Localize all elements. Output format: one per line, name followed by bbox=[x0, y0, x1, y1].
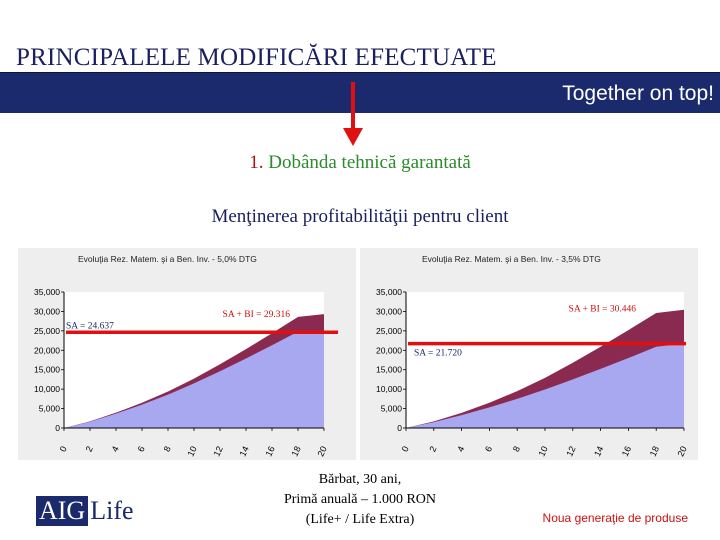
section-heading-text: Dobânda tehnică garantată bbox=[268, 152, 471, 173]
x-tick-label: 0 bbox=[400, 445, 411, 454]
chart-left: Evoluţia Rez. Matem. şi a Ben. Inv. - 5,… bbox=[34, 254, 338, 458]
x-tick-label: 0 bbox=[58, 445, 69, 454]
chart-panel-left: Evoluţia Rez. Matem. şi a Ben. Inv. - 5,… bbox=[18, 248, 356, 460]
y-tick-label: 15,000 bbox=[34, 365, 60, 375]
annotation-sa: SA = 21.720 bbox=[414, 349, 462, 359]
x-tick-label: 16 bbox=[264, 445, 277, 458]
x-tick-label: 14 bbox=[238, 445, 251, 458]
y-tick-label: 0 bbox=[55, 423, 60, 433]
x-tick-label: 10 bbox=[186, 445, 199, 458]
scenario-line-1: Bărbat, 30 ani, bbox=[318, 472, 402, 487]
x-tick-label: 12 bbox=[212, 445, 225, 458]
x-tick-label: 6 bbox=[483, 445, 494, 454]
y-tick-label: 20,000 bbox=[34, 345, 60, 355]
down-arrow-icon bbox=[343, 82, 363, 146]
y-tick-label: 25,000 bbox=[376, 326, 402, 336]
y-tick-label: 5,000 bbox=[381, 404, 403, 414]
y-tick-label: 35,000 bbox=[34, 287, 60, 297]
scenario-description: Bărbat, 30 ani, Primă anuală – 1.000 RON… bbox=[220, 470, 500, 530]
tagline: Together on top! bbox=[562, 82, 714, 105]
x-tick-label: 18 bbox=[290, 445, 303, 458]
y-tick-label: 5,000 bbox=[39, 404, 61, 414]
logo-life: Life bbox=[90, 496, 134, 525]
chart-title: Evoluţia Rez. Matem. şi a Ben. Inv. - 3,… bbox=[422, 254, 601, 264]
logo-aig: AIG bbox=[36, 496, 89, 526]
x-tick-label: 2 bbox=[427, 445, 438, 454]
x-tick-label: 12 bbox=[564, 445, 577, 458]
y-tick-label: 10,000 bbox=[376, 384, 402, 394]
x-tick-label: 6 bbox=[136, 445, 147, 454]
x-tick-label: 4 bbox=[110, 445, 121, 454]
y-tick-label: 0 bbox=[397, 423, 402, 433]
x-tick-label: 20 bbox=[316, 445, 329, 458]
y-tick-label: 10,000 bbox=[34, 384, 60, 394]
section-heading: 1. Dobânda tehnică garantată bbox=[0, 152, 720, 174]
x-tick-label: 8 bbox=[511, 445, 522, 454]
aig-life-logo: AIG Life bbox=[36, 496, 134, 530]
chart-panel-right: Evoluţia Rez. Matem. şi a Ben. Inv. - 3,… bbox=[360, 248, 698, 460]
scenario-line-2: Primă anuală – 1.000 RON bbox=[283, 492, 437, 507]
x-tick-label: 4 bbox=[455, 445, 466, 454]
x-tick-label: 14 bbox=[592, 445, 605, 458]
x-tick-label: 8 bbox=[162, 445, 173, 454]
x-tick-label: 10 bbox=[537, 445, 550, 458]
x-tick-label: 2 bbox=[84, 445, 95, 454]
y-tick-label: 35,000 bbox=[376, 287, 402, 297]
annotation-sa: SA = 24.637 bbox=[66, 321, 114, 331]
annotation-sa-bi: SA + BI = 30.446 bbox=[569, 305, 637, 315]
scenario-line-3: (Life+ / Life Extra) bbox=[305, 512, 415, 527]
series-area-sa bbox=[64, 331, 324, 428]
page-title: PRINCIPALELE MODIFICĂRI EFECTUATE bbox=[16, 44, 497, 71]
y-tick-label: 20,000 bbox=[376, 345, 402, 355]
x-tick-label: 16 bbox=[620, 445, 633, 458]
header-band bbox=[0, 73, 720, 113]
chart-right: Evoluţia Rez. Matem. şi a Ben. Inv. - 3,… bbox=[376, 254, 689, 458]
new-generation-tagline: Noua generaţie de produse bbox=[542, 511, 688, 525]
chart-title: Evoluţia Rez. Matem. şi a Ben. Inv. - 5,… bbox=[78, 254, 257, 264]
section-subheading: Menţinerea profitabilităţii pentru clien… bbox=[211, 206, 509, 227]
y-tick-label: 30,000 bbox=[376, 306, 402, 316]
y-tick-label: 30,000 bbox=[34, 306, 60, 316]
x-tick-label: 18 bbox=[648, 445, 661, 458]
section-number: 1. bbox=[249, 152, 264, 173]
y-tick-label: 25,000 bbox=[34, 326, 60, 336]
series-area-sa bbox=[406, 343, 684, 428]
annotation-sa-bi: SA + BI = 29.316 bbox=[223, 310, 291, 320]
y-tick-label: 15,000 bbox=[376, 365, 402, 375]
x-tick-label: 20 bbox=[676, 445, 689, 458]
